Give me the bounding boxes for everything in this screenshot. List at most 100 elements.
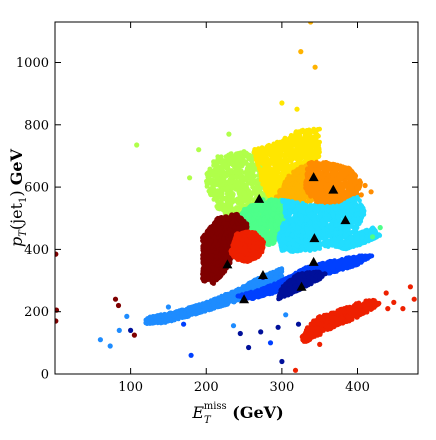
data-point: [308, 167, 313, 173]
data-point: [270, 154, 276, 160]
data-point: [212, 162, 218, 168]
data-point: [292, 194, 298, 199]
data-point: [312, 206, 317, 212]
data-point: [295, 225, 300, 230]
data-point: [254, 212, 259, 217]
data-point: [268, 179, 274, 185]
data-point: [345, 227, 350, 232]
data-point: [323, 216, 329, 221]
data-point: [333, 230, 338, 236]
data-point: [217, 169, 223, 175]
data-point: [259, 177, 265, 183]
data-point: [290, 222, 296, 228]
data-point: [295, 136, 301, 142]
data-point: [229, 168, 234, 173]
data-point: [269, 160, 274, 165]
data-point: [316, 147, 322, 152]
data-point: [263, 187, 268, 193]
data-point: [251, 166, 257, 172]
data-point: [312, 183, 317, 189]
data-point: [291, 186, 296, 192]
data-point: [274, 165, 280, 170]
data-point: [306, 153, 312, 159]
data-point: [217, 202, 223, 208]
data-point: [260, 160, 266, 166]
data-point: [310, 161, 315, 166]
data-point: [252, 203, 257, 209]
data-point: [304, 217, 310, 223]
data-point: [350, 218, 356, 223]
points-layer: [55, 22, 417, 373]
data-point: [320, 174, 325, 180]
data-point: [326, 233, 332, 239]
data-point: [350, 196, 356, 202]
data-point: [337, 176, 343, 182]
data-point: [225, 155, 231, 161]
data-point: [221, 171, 227, 177]
data-point: [254, 152, 260, 158]
data-point: [214, 180, 220, 185]
data-point: [266, 150, 272, 156]
data-point: [358, 218, 364, 224]
data-point: [290, 138, 295, 144]
data-point: [255, 162, 261, 168]
data-point: [286, 152, 292, 157]
data-point: [358, 212, 364, 218]
data-point: [287, 208, 293, 214]
data-point: [303, 182, 308, 188]
data-point: [265, 166, 271, 172]
data-point: [302, 151, 308, 157]
data-point: [230, 174, 236, 180]
data-point: [330, 173, 336, 178]
data-point: [310, 140, 315, 146]
data-point: [206, 179, 212, 184]
data-point: [254, 225, 260, 231]
data-point: [229, 179, 234, 185]
data-point: [237, 195, 243, 201]
data-point: [259, 145, 265, 151]
data-point: [299, 233, 304, 239]
data-point: [299, 217, 305, 223]
data-point: [307, 185, 313, 191]
data-point: [308, 148, 314, 154]
data-point: [287, 182, 293, 187]
data-point: [349, 208, 355, 214]
data-point: [335, 214, 341, 219]
data-point: [270, 148, 276, 154]
data-point: [246, 205, 252, 211]
data-point: [239, 154, 245, 160]
data-point: [285, 158, 291, 163]
data-point: [218, 154, 224, 160]
data-point: [284, 232, 290, 237]
data-point: [270, 235, 276, 241]
data-point: [315, 126, 321, 132]
data-point: [276, 146, 282, 152]
data-point: [297, 178, 302, 184]
data-point: [271, 206, 277, 212]
data-point: [252, 181, 257, 186]
data-point: [273, 222, 278, 228]
data-point: [262, 182, 268, 188]
data-point: [340, 186, 345, 192]
data-point: [282, 209, 288, 214]
data-point: [311, 189, 317, 195]
data-point: [248, 179, 254, 185]
data-point: [258, 220, 263, 226]
data-point: [308, 242, 314, 248]
data-point: [236, 170, 242, 176]
data-point: [279, 143, 285, 149]
data-point: [245, 195, 251, 201]
data-point: [308, 225, 314, 231]
data-point: [315, 152, 321, 158]
data-point: [346, 175, 351, 181]
data-point: [286, 204, 291, 209]
data-point: [315, 142, 320, 148]
data-point: [296, 129, 301, 135]
data-point: [278, 174, 284, 180]
data-point: [323, 171, 329, 177]
data-point: [230, 186, 236, 191]
data-point: [298, 157, 304, 162]
data-point: [208, 192, 214, 198]
data-point: [325, 199, 331, 205]
